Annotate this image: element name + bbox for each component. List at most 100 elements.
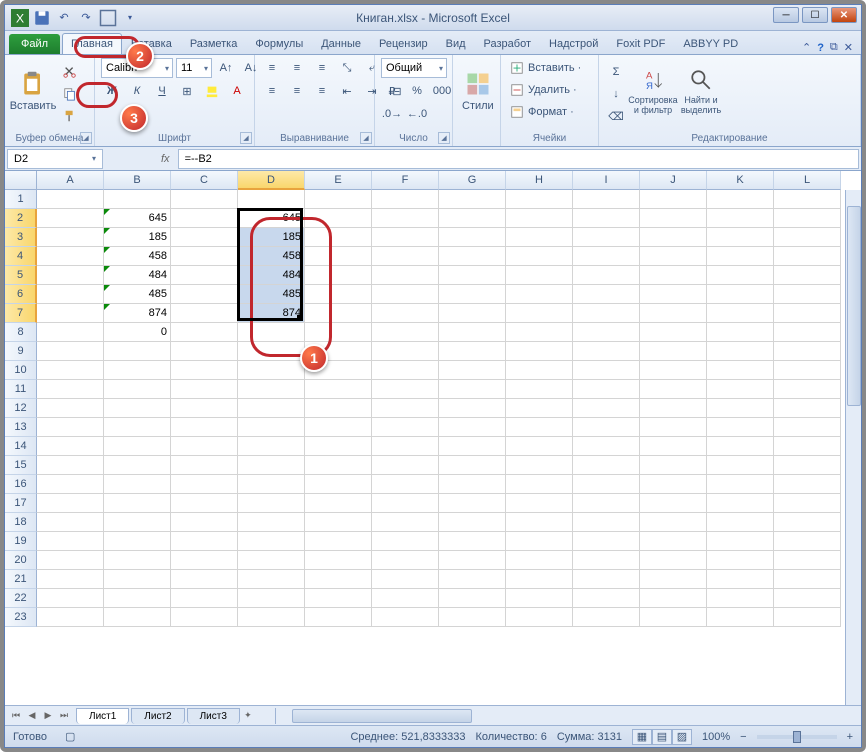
align-center-button[interactable]: ≡: [286, 81, 308, 101]
cell-H6[interactable]: [506, 285, 573, 304]
cell-G23[interactable]: [439, 608, 506, 627]
cell-D14[interactable]: [238, 437, 305, 456]
col-header-C[interactable]: C: [171, 171, 238, 190]
cell-A7[interactable]: [37, 304, 104, 323]
cell-F5[interactable]: [372, 266, 439, 285]
save-icon[interactable]: [33, 9, 51, 27]
cell-J16[interactable]: [640, 475, 707, 494]
cell-C3[interactable]: [171, 228, 238, 247]
cell-K19[interactable]: [707, 532, 774, 551]
row-header-4[interactable]: 4: [5, 247, 37, 266]
cell-I16[interactable]: [573, 475, 640, 494]
cell-K3[interactable]: [707, 228, 774, 247]
row-header-6[interactable]: 6: [5, 285, 37, 304]
cell-E12[interactable]: [305, 399, 372, 418]
cell-E11[interactable]: [305, 380, 372, 399]
cell-A11[interactable]: [37, 380, 104, 399]
minimize-ribbon-icon[interactable]: ⌃: [802, 41, 811, 54]
zoom-in-button[interactable]: +: [847, 731, 853, 743]
cell-E21[interactable]: [305, 570, 372, 589]
cell-B13[interactable]: [104, 418, 171, 437]
cell-G9[interactable]: [439, 342, 506, 361]
cell-G13[interactable]: [439, 418, 506, 437]
tab-данные[interactable]: Данные: [312, 33, 370, 54]
tab-рецензир[interactable]: Рецензир: [370, 33, 437, 54]
cell-C17[interactable]: [171, 494, 238, 513]
cell-A9[interactable]: [37, 342, 104, 361]
select-all-corner[interactable]: [5, 171, 37, 190]
cell-I17[interactable]: [573, 494, 640, 513]
cell-E14[interactable]: [305, 437, 372, 456]
cell-H14[interactable]: [506, 437, 573, 456]
cell-C6[interactable]: [171, 285, 238, 304]
cell-G19[interactable]: [439, 532, 506, 551]
row-header-2[interactable]: 2: [5, 209, 37, 228]
cell-C10[interactable]: [171, 361, 238, 380]
cell-F10[interactable]: [372, 361, 439, 380]
cell-I8[interactable]: [573, 323, 640, 342]
cell-C5[interactable]: [171, 266, 238, 285]
cell-E1[interactable]: [305, 190, 372, 209]
cell-K12[interactable]: [707, 399, 774, 418]
cell-E19[interactable]: [305, 532, 372, 551]
cell-F23[interactable]: [372, 608, 439, 627]
cell-F15[interactable]: [372, 456, 439, 475]
undo-icon[interactable]: ↶: [55, 9, 73, 27]
cell-B1[interactable]: [104, 190, 171, 209]
tab-foxit pdf[interactable]: Foxit PDF: [607, 33, 674, 54]
col-header-J[interactable]: J: [640, 171, 707, 190]
number-launcher-icon[interactable]: ◢: [438, 132, 450, 144]
row-header-10[interactable]: 10: [5, 361, 37, 380]
cell-L3[interactable]: [774, 228, 841, 247]
delete-cells-button[interactable]: Удалить ·: [507, 80, 580, 100]
cell-A23[interactable]: [37, 608, 104, 627]
close-workbook-icon[interactable]: ✕: [844, 41, 853, 54]
cell-B3[interactable]: 185: [104, 228, 171, 247]
cell-H19[interactable]: [506, 532, 573, 551]
cell-A1[interactable]: [37, 190, 104, 209]
cell-E18[interactable]: [305, 513, 372, 532]
sheet-tab-Лист3[interactable]: Лист3: [187, 708, 240, 724]
align-right-button[interactable]: ≡: [311, 81, 333, 101]
cell-G14[interactable]: [439, 437, 506, 456]
cell-F14[interactable]: [372, 437, 439, 456]
row-header-21[interactable]: 21: [5, 570, 37, 589]
tab-формулы[interactable]: Формулы: [246, 33, 312, 54]
cell-G21[interactable]: [439, 570, 506, 589]
qat-more-icon[interactable]: [99, 9, 117, 27]
horizontal-scrollbar[interactable]: [275, 708, 861, 724]
col-header-F[interactable]: F: [372, 171, 439, 190]
row-header-14[interactable]: 14: [5, 437, 37, 456]
minimize-button[interactable]: ─: [773, 7, 799, 23]
cell-F19[interactable]: [372, 532, 439, 551]
cell-D17[interactable]: [238, 494, 305, 513]
cell-F13[interactable]: [372, 418, 439, 437]
cell-G12[interactable]: [439, 399, 506, 418]
cell-D11[interactable]: [238, 380, 305, 399]
cell-J2[interactable]: [640, 209, 707, 228]
cell-L20[interactable]: [774, 551, 841, 570]
cell-B12[interactable]: [104, 399, 171, 418]
row-header-3[interactable]: 3: [5, 228, 37, 247]
cell-A6[interactable]: [37, 285, 104, 304]
close-button[interactable]: ✕: [831, 7, 857, 23]
cell-B19[interactable]: [104, 532, 171, 551]
cell-A19[interactable]: [37, 532, 104, 551]
cell-D20[interactable]: [238, 551, 305, 570]
cell-G20[interactable]: [439, 551, 506, 570]
row-header-18[interactable]: 18: [5, 513, 37, 532]
decrease-indent-button[interactable]: ⇤: [336, 81, 358, 101]
autosum-button[interactable]: Σ: [605, 62, 627, 82]
page-layout-button[interactable]: ▤: [652, 729, 672, 745]
cell-F22[interactable]: [372, 589, 439, 608]
cell-L13[interactable]: [774, 418, 841, 437]
zoom-slider-thumb[interactable]: [793, 731, 801, 743]
cell-F21[interactable]: [372, 570, 439, 589]
cell-I9[interactable]: [573, 342, 640, 361]
cell-C14[interactable]: [171, 437, 238, 456]
cell-A5[interactable]: [37, 266, 104, 285]
col-header-H[interactable]: H: [506, 171, 573, 190]
cell-A2[interactable]: [37, 209, 104, 228]
cell-B5[interactable]: 484: [104, 266, 171, 285]
comma-button[interactable]: 000: [431, 81, 453, 101]
